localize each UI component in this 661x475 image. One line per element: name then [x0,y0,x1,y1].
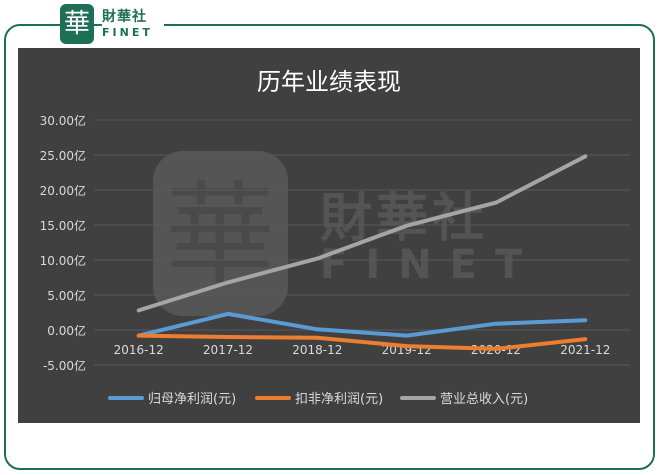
chart-svg: 華 財華社 FINET 30.00亿 25.00亿 20.00亿 15.00亿 10.0… [40,68,630,407]
series [136,154,588,351]
watermark-name-cn: 財華社 [320,189,488,249]
series-line-1 [136,311,588,338]
brand-logo: 華 [60,4,94,44]
x-tick-label: 2018-12 [292,343,342,357]
series-line-2 [136,333,588,351]
y-tick-label: 5.00亿 [47,288,86,303]
legend-label-2: 扣非净利润(元) [295,392,383,407]
brand-name-cn: 財華社 [102,6,164,26]
chart-panel: 華 財華社 FINET 30.00亿 25.00亿 20.00亿 15.00亿 10.0… [18,48,640,423]
brand-name-en: FINET [102,26,164,39]
grid [94,119,630,366]
x-tick-label: 2016-12 [114,343,164,357]
watermark-logo-char: 華 [165,171,275,299]
y-tick-label: 30.00亿 [40,113,86,128]
x-tick-label: 2017-12 [203,343,253,357]
legend: 归母净利润(元) 扣非净利润(元) 营业总收入(元) [108,392,528,407]
series-line-3 [136,154,588,313]
y-tick-label: -5.00亿 [43,358,86,373]
chart-title: 历年业绩表现 [257,68,401,96]
y-tick-label: 10.00亿 [40,253,86,268]
y-tick-label: 0.00亿 [47,323,86,338]
x-tick-label: 2021-12 [560,343,610,357]
y-tick-label: 15.00亿 [40,218,86,233]
legend-label-1: 归母净利润(元) [148,392,236,407]
y-tick-label: 25.00亿 [40,148,86,163]
watermark: 華 財華社 FINET [153,151,540,316]
y-tick-label: 20.00亿 [40,183,86,198]
watermark-name-en: FINET [320,242,540,288]
legend-label-3: 营业总收入(元) [440,392,528,407]
